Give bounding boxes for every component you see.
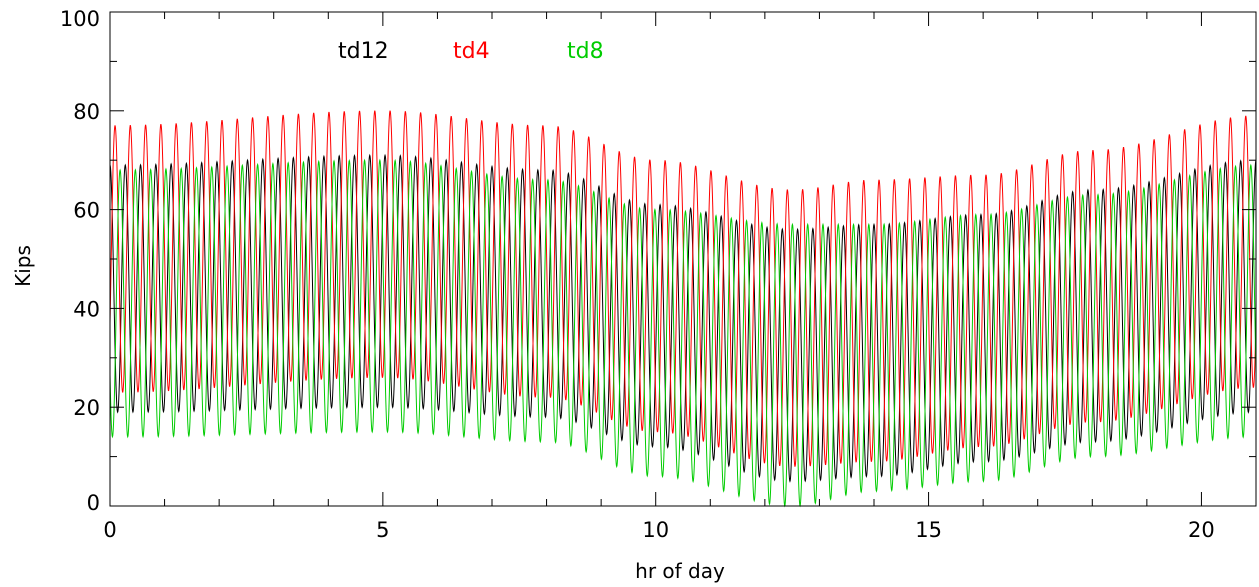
x-tick-label: 10 (642, 518, 669, 542)
y-axis-title: Kips (11, 245, 35, 287)
y-tick-label: 80 (73, 100, 100, 124)
y-tick-label: 0 (87, 491, 100, 515)
series-line-td8 (109, 158, 1257, 508)
x-tick-label: 15 (915, 518, 942, 542)
y-tick-label: 40 (73, 297, 100, 321)
series-layer (109, 110, 1257, 508)
x-tick-label: 0 (103, 518, 116, 542)
labels-layer: 0 5 10 15 20 0 20 40 60 80 100 (60, 7, 1215, 542)
y-tick-label: 20 (73, 396, 100, 420)
ticks-layer (109, 11, 1257, 507)
y-tick-label: 100 (60, 7, 100, 31)
y-tick-label: 60 (73, 199, 100, 223)
legend: td12 td4 td8 (338, 39, 604, 64)
series-line-td4 (109, 110, 1257, 467)
x-tick-label: 5 (376, 518, 389, 542)
x-axis-title: hr of day (635, 559, 725, 583)
series-line-td12 (109, 153, 1257, 483)
x-tick-label: 20 (1188, 518, 1215, 542)
legend-entry-td8: td8 (567, 39, 604, 64)
legend-entry-td12: td12 (338, 39, 389, 64)
legend-entry-td4: td4 (453, 39, 490, 64)
